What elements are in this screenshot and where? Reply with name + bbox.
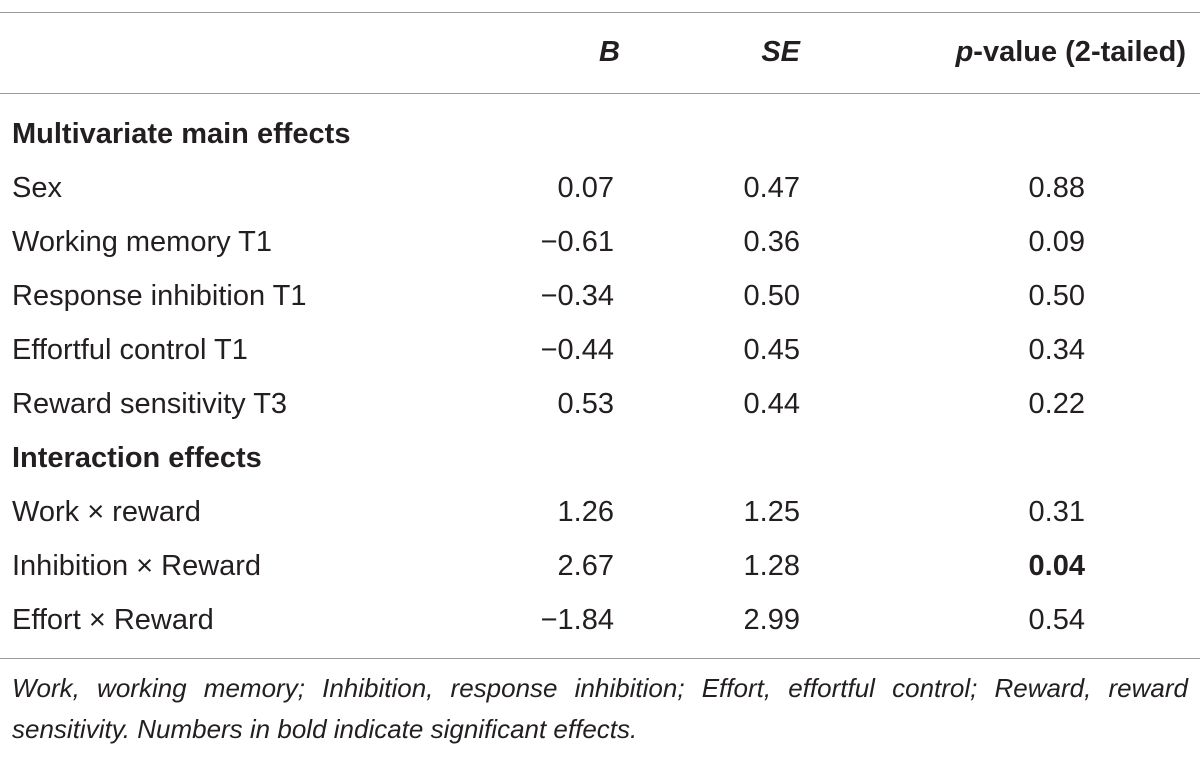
header-rule — [0, 93, 1200, 94]
table-top-rule — [0, 12, 1200, 13]
row-label: Reward sensitivity T3 — [12, 388, 288, 420]
column-header-p-value: p-value (2-tailed) — [870, 30, 1186, 74]
row-label: Sex — [12, 172, 62, 204]
table-footnote: Work, working memory; Inhibition, respon… — [12, 673, 1188, 744]
table-row: Working memory T1 −0.61 0.36 0.09 — [0, 215, 1200, 269]
column-header-se: SE — [761, 36, 800, 68]
p-value: 0.50 — [1028, 280, 1085, 312]
row-label: Effort × Reward — [12, 604, 214, 636]
se-value: 0.47 — [743, 172, 800, 204]
p-value: 0.34 — [1028, 334, 1085, 366]
b-value: −1.84 — [540, 604, 614, 636]
se-value: 0.45 — [743, 334, 800, 366]
b-value: 0.07 — [557, 172, 614, 204]
b-value: −0.34 — [540, 280, 614, 312]
p-value-significant: 0.04 — [1028, 550, 1085, 582]
p-value: 0.88 — [1028, 172, 1085, 204]
se-value: 0.36 — [743, 226, 800, 258]
section-title: Interaction effects — [12, 442, 262, 474]
section-heading-row: Interaction effects — [0, 431, 1200, 485]
table-row: Response inhibition T1 −0.34 0.50 0.50 — [0, 269, 1200, 323]
row-label: Effortful control T1 — [12, 334, 248, 366]
table-row: Inhibition × Reward 2.67 1.28 0.04 — [0, 539, 1200, 593]
section-title: Multivariate main effects — [12, 118, 351, 150]
row-label: Working memory T1 — [12, 226, 272, 258]
se-value: 0.44 — [743, 388, 800, 420]
table-bottom-rule — [0, 658, 1200, 659]
se-value: 1.25 — [743, 496, 800, 528]
p-value: 0.09 — [1028, 226, 1085, 258]
row-label: Inhibition × Reward — [12, 550, 262, 582]
p-value: 0.31 — [1028, 496, 1085, 528]
b-value: 1.26 — [557, 496, 614, 528]
se-value: 1.28 — [743, 550, 800, 582]
p-value-label: -value (2-tailed) — [973, 36, 1186, 68]
table-row: Effort × Reward −1.84 2.99 0.54 — [0, 593, 1200, 647]
row-label: Response inhibition T1 — [12, 280, 307, 312]
section-heading-row: Multivariate main effects — [0, 107, 1200, 161]
b-value: 2.67 — [557, 550, 614, 582]
row-label: Work × reward — [12, 496, 201, 528]
b-value: −0.61 — [540, 226, 614, 258]
b-value: −0.44 — [540, 334, 614, 366]
table-row: Reward sensitivity T3 0.53 0.44 0.22 — [0, 377, 1200, 431]
table-row: Sex 0.07 0.47 0.88 — [0, 161, 1200, 215]
table-row: Work × reward 1.26 1.25 0.31 — [0, 485, 1200, 539]
se-value: 0.50 — [743, 280, 800, 312]
p-value: 0.54 — [1028, 604, 1085, 636]
column-header-b: B — [599, 36, 620, 68]
table-row: Effortful control T1 −0.44 0.45 0.34 — [0, 323, 1200, 377]
b-value: 0.53 — [557, 388, 614, 420]
p-symbol: p — [955, 36, 974, 68]
p-value: 0.22 — [1028, 388, 1085, 420]
se-value: 2.99 — [743, 604, 800, 636]
